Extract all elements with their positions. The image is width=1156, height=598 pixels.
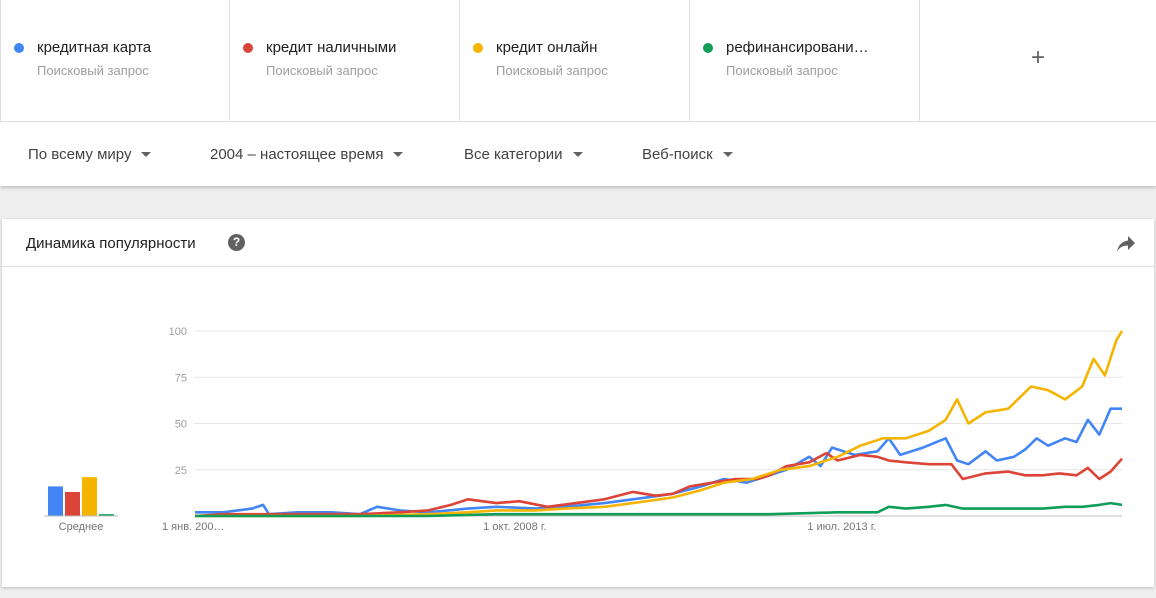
- average-bar-4: [99, 514, 114, 516]
- add-term-button[interactable]: +: [920, 0, 1156, 121]
- average-label: Среднее: [59, 521, 104, 533]
- term-color-dot: [14, 43, 24, 53]
- region-dropdown[interactable]: По всему миру: [28, 146, 152, 163]
- category-label: Все категории: [464, 146, 563, 163]
- search-type-dropdown[interactable]: Веб-поиск: [642, 146, 733, 163]
- caret-down-icon: [393, 152, 404, 157]
- term-name: кредит онлайн: [496, 39, 598, 56]
- search-terms-bar: кредитная карта Поисковый запрос кредит …: [0, 0, 1156, 122]
- average-bar-3: [82, 477, 97, 516]
- interest-over-time-card: Динамика популярности ? Среднее 100 75 50 2…: [2, 219, 1154, 587]
- term-card-1[interactable]: кредитная карта Поисковый запрос: [0, 0, 230, 122]
- x-tick-label: 1 янв. 200…: [162, 521, 225, 533]
- term-name: рефинансировани…: [726, 39, 869, 56]
- y-tick-label: 75: [175, 372, 187, 384]
- trend-chart: Среднее 100 75 50 25 1 янв. 200… 1 окт. 2008 …: [44, 326, 1124, 533]
- term-card-2[interactable]: кредит наличными Поисковый запрос: [230, 0, 460, 122]
- caret-down-icon: [722, 152, 733, 157]
- term-card-4[interactable]: рефинансировани… Поисковый запрос: [690, 0, 920, 122]
- series-line-4: [195, 501, 1123, 518]
- average-bar-2: [65, 491, 80, 516]
- term-type: Поисковый запрос: [37, 63, 149, 78]
- term-type: Поисковый запрос: [496, 63, 608, 78]
- term-color-dot: [473, 43, 483, 53]
- caret-down-icon: [141, 152, 152, 157]
- term-color-dot: [703, 43, 713, 53]
- filter-bar: По всему миру 2004 – настоящее время Все…: [0, 122, 1156, 186]
- share-icon[interactable]: [1116, 235, 1136, 253]
- region-label: По всему миру: [28, 146, 132, 163]
- card-title: Динамика популярности: [26, 235, 196, 252]
- period-label: 2004 – настоящее время: [210, 146, 384, 163]
- card-header: Динамика популярности ?: [2, 219, 1154, 267]
- help-icon[interactable]: ?: [228, 234, 245, 251]
- average-bar-1: [48, 486, 63, 516]
- term-type: Поисковый запрос: [266, 63, 378, 78]
- term-color-dot: [243, 43, 253, 53]
- series-line-2: [194, 451, 1123, 518]
- y-tick-label: 25: [175, 465, 187, 477]
- y-tick-label: 50: [175, 419, 187, 431]
- category-dropdown[interactable]: Все категории: [464, 146, 583, 163]
- plus-icon: +: [1030, 44, 1046, 71]
- term-name: кредитная карта: [37, 39, 152, 56]
- term-card-3[interactable]: кредит онлайн Поисковый запрос: [460, 0, 690, 122]
- x-tick-label: 1 июл. 2013 г.: [807, 521, 876, 533]
- y-tick-label: 100: [169, 326, 187, 338]
- search-type-label: Веб-поиск: [642, 146, 713, 163]
- x-tick-label: 1 окт. 2008 г.: [483, 521, 546, 533]
- term-name: кредит наличными: [266, 39, 397, 56]
- series-line-3: [195, 330, 1124, 518]
- period-dropdown[interactable]: 2004 – настоящее время: [210, 146, 404, 163]
- caret-down-icon: [572, 152, 583, 157]
- term-type: Поисковый запрос: [726, 63, 838, 78]
